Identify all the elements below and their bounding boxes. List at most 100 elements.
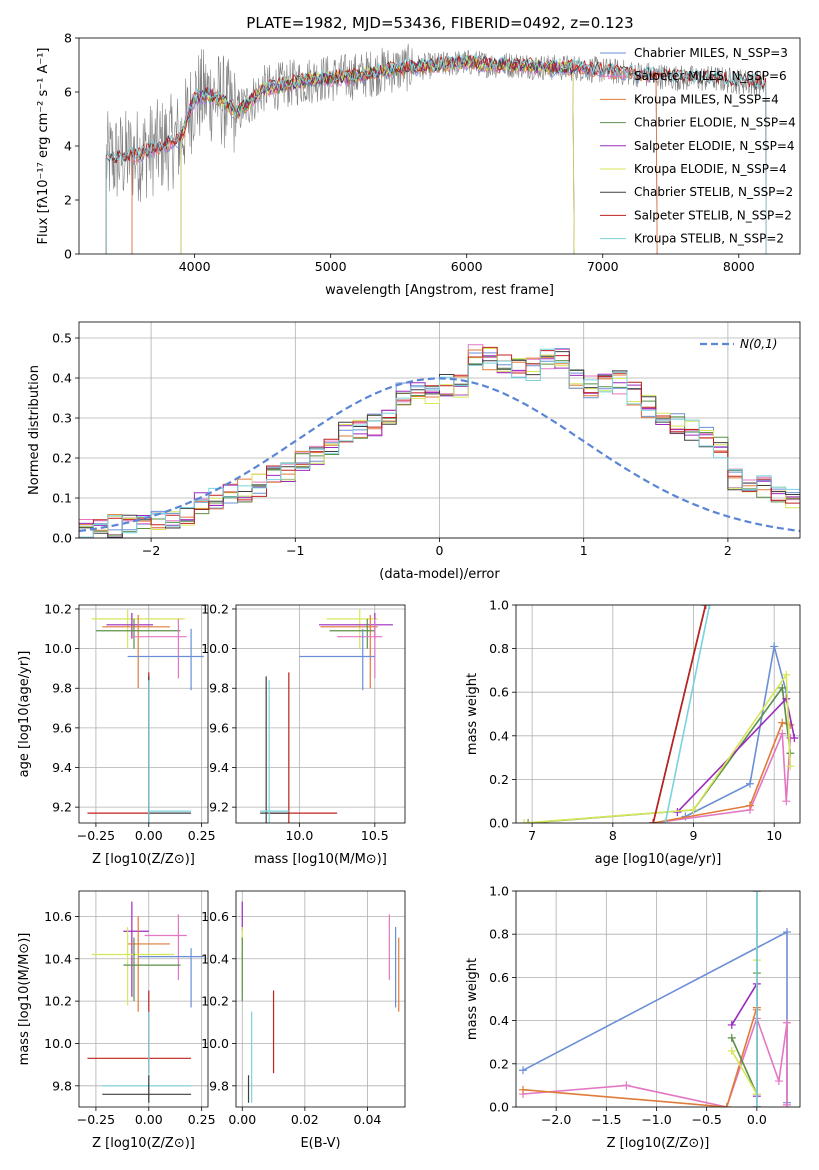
- x-axis-label: mass [log10(M/M⊙)]: [254, 852, 387, 867]
- plot-area: [520, 605, 799, 823]
- weight-marker: [705, 605, 714, 609]
- y-tick-label: 1.0: [489, 884, 509, 899]
- x-tick-label: 0.02: [291, 1112, 319, 1127]
- x-axis-label: Z [log10(Z/Z⊙)]: [92, 1136, 195, 1151]
- y-tick-label: 0.2: [52, 451, 72, 466]
- residual-histogram-panel: −2 −1 0 1 2 0.0 0.1 0.2 0.3 0.4 0.5 (data-model)/er…: [27, 321, 801, 582]
- age-vs-metallicity-panel: −0.25 0.00 0.25 9.2 9.4 9.6 9.8 10.0 10.2 Z [log1…: [17, 601, 216, 867]
- model-line-6: [105, 55, 767, 254]
- weight-marker: [727, 1020, 736, 1029]
- x-tick-label: 0.0: [747, 1112, 767, 1127]
- plot-area: [105, 43, 767, 254]
- weight-marker: [622, 1081, 631, 1090]
- y-tick-label: 0.6: [489, 970, 509, 985]
- weight-marker: [782, 1100, 791, 1107]
- axes-frame: [78, 890, 209, 1108]
- gaussian-curve: [79, 377, 800, 533]
- y-tick-label: 9.4: [52, 760, 72, 775]
- x-tick-label: 7000: [587, 259, 619, 274]
- legend-entry: Salpeter ELODIE, N_SSP=4: [634, 139, 795, 153]
- y-tick-label: 10.2: [44, 601, 72, 616]
- weight-marker: [786, 720, 795, 729]
- plot-area: [87, 901, 204, 1103]
- weight-marker: [774, 1077, 783, 1086]
- legend: Chabrier MILES, N_SSP=3 Salpeter MILES, N…: [600, 46, 796, 246]
- y-axis-label: Flux [fλ10⁻¹⁷ erg cm⁻² s⁻¹ A⁻¹]: [36, 48, 51, 245]
- weight-marker: [745, 779, 754, 788]
- y-tick-label: 0.5: [52, 331, 72, 346]
- gridlines: [79, 891, 208, 1107]
- y-tick-label: 10.4: [201, 951, 229, 966]
- weight-marker: [786, 762, 795, 771]
- x-tick-label: 6000: [451, 259, 483, 274]
- weight-line-0: [685, 646, 788, 818]
- x-tick-label: 1: [580, 543, 588, 558]
- weight-marker: [782, 928, 791, 937]
- axes-frame: [515, 604, 801, 824]
- y-tick-label: 0.2: [489, 772, 509, 787]
- y-tick-label: 0.3: [52, 411, 72, 426]
- y-tick-label: 9.8: [209, 1078, 229, 1093]
- x-tick-label: −0.25: [77, 828, 115, 843]
- y-tick-label: 10.4: [44, 951, 72, 966]
- data-spectrum-line: [105, 43, 766, 203]
- x-tick-label: 0: [436, 543, 444, 558]
- weight-marker: [524, 819, 533, 823]
- axes-frame: [515, 890, 801, 1108]
- x-tick-label: −0.25: [77, 1112, 115, 1127]
- x-tick-label: 0.25: [188, 828, 216, 843]
- x-axis-label: age [log10(age/yr)]: [595, 852, 722, 867]
- weight-marker: [782, 670, 791, 679]
- legend-entry: N(0,1): [740, 337, 777, 351]
- x-tick-label: −2.0: [541, 1112, 571, 1127]
- x-tick-label: 0.00: [135, 1112, 163, 1127]
- y-tick-label: 0.1: [52, 491, 72, 506]
- weight-marker: [782, 797, 791, 806]
- mass-vs-ebv-panel: 0.00 0.02 0.04 9.8 10.0 10.2 10.4 10.6 E(B-V): [201, 890, 406, 1151]
- plot-area: [87, 608, 204, 823]
- legend-entry: Kroupa MILES, N_SSP=4: [634, 92, 779, 106]
- y-tick-label: 0.0: [52, 531, 72, 546]
- plot-area: [79, 344, 800, 538]
- x-tick-label: 4000: [179, 259, 211, 274]
- y-tick-label: 10.0: [44, 641, 72, 656]
- model-line-7: [105, 54, 767, 254]
- x-tick-label: −1.0: [641, 1112, 671, 1127]
- model-line-8: [105, 53, 767, 254]
- weight-marker: [649, 819, 658, 823]
- y-tick-label: 10.2: [201, 994, 229, 1009]
- weight-marker: [752, 891, 761, 895]
- weight-line-8: [664, 605, 711, 823]
- y-tick-label: 0: [64, 247, 72, 262]
- x-tick-label: 8: [609, 828, 617, 843]
- weight-marker: [727, 1046, 736, 1055]
- x-tick-label: −1.5: [591, 1112, 621, 1127]
- weight-line-7: [652, 605, 707, 823]
- weight-marker: [689, 805, 698, 814]
- x-tick-label: 10.0: [285, 828, 313, 843]
- weight-marker: [519, 1085, 528, 1094]
- x-tick-label: −0.5: [691, 1112, 721, 1127]
- weight-marker: [770, 642, 779, 651]
- y-tick-label: 9.4: [209, 760, 229, 775]
- x-tick-label: 2: [724, 543, 732, 558]
- weight-marker: [752, 1103, 761, 1107]
- y-tick-label: 6: [64, 85, 72, 100]
- y-tick-label: 8: [64, 31, 72, 46]
- y-tick-label: 9.6: [52, 720, 72, 735]
- y-tick-label: 0.0: [489, 816, 509, 831]
- x-tick-label: 9: [690, 828, 698, 843]
- gridlines: [236, 891, 405, 1107]
- y-axis-label: mass weight: [465, 673, 480, 755]
- y-tick-label: 0.4: [489, 1013, 509, 1028]
- gridlines: [236, 605, 405, 823]
- y-tick-label: 10.6: [44, 909, 72, 924]
- y-tick-label: 0.6: [489, 685, 509, 700]
- weight-marker: [661, 819, 670, 823]
- legend-entry: Chabrier ELODIE, N_SSP=4: [634, 116, 796, 130]
- weight-marker: [520, 819, 529, 823]
- legend-entry: Salpeter MILES, N_SSP=6: [634, 69, 787, 83]
- weight-marker: [782, 1018, 791, 1027]
- y-axis-label: Normed distribution: [27, 365, 42, 495]
